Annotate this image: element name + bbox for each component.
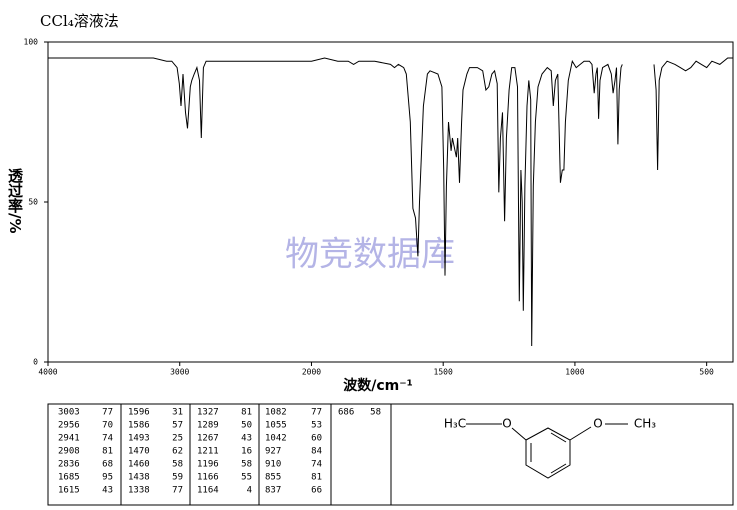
peak-wavenumber: 1460 <box>128 460 150 470</box>
peak-intensity: 25 <box>172 434 183 444</box>
peak-wavenumber: 1055 <box>265 421 287 431</box>
peak-wavenumber: 855 <box>265 473 281 483</box>
peak-intensity: 74 <box>311 460 322 470</box>
peak-intensity: 57 <box>172 421 183 431</box>
atom-label: O <box>502 417 511 431</box>
plot-frame <box>47 41 734 363</box>
x-tick-label: 2000 <box>302 368 321 377</box>
peak-intensity: 84 <box>311 447 322 457</box>
molecule-bonds <box>466 423 628 479</box>
peak-wavenumber: 1685 <box>58 473 80 483</box>
peak-intensity: 58 <box>241 460 252 470</box>
peak-wavenumber: 927 <box>265 447 281 457</box>
peak-wavenumber: 1586 <box>128 421 150 431</box>
peak-intensity: 68 <box>102 460 113 470</box>
peak-intensity: 59 <box>172 473 183 483</box>
peak-intensity: 60 <box>311 434 322 444</box>
table-dividers <box>120 404 392 505</box>
peak-intensity: 77 <box>172 486 183 496</box>
y-tick-label: 50 <box>28 198 38 207</box>
peak-intensity: 43 <box>241 434 252 444</box>
peak-intensity: 4 <box>247 486 252 496</box>
peak-wavenumber: 2836 <box>58 460 80 470</box>
x-axis-label: 波数/cm⁻¹ <box>343 377 413 394</box>
peak-intensity: 50 <box>241 421 252 431</box>
peak-intensity: 31 <box>172 408 183 418</box>
peak-intensity: 81 <box>241 408 252 418</box>
peak-wavenumber: 1164 <box>197 486 219 496</box>
peak-wavenumber: 2941 <box>58 434 80 444</box>
atom-label: H₃C <box>444 417 466 431</box>
peak-wavenumber: 2908 <box>58 447 80 457</box>
peak-intensity: 66 <box>311 486 322 496</box>
peak-wavenumber: 1470 <box>128 447 150 457</box>
peak-wavenumber: 1267 <box>197 434 219 444</box>
peak-intensity: 55 <box>241 473 252 483</box>
peak-intensity: 70 <box>102 421 113 431</box>
x-tick-label: 500 <box>699 368 714 377</box>
atom-label: O <box>593 417 602 431</box>
x-tick-label: 4000 <box>38 368 57 377</box>
peak-wavenumber: 3003 <box>58 408 80 418</box>
peak-wavenumber: 837 <box>265 486 281 496</box>
peak-wavenumber: 1493 <box>128 434 150 444</box>
peak-wavenumber: 1196 <box>197 460 219 470</box>
watermark: 物竞数据库 <box>285 235 455 275</box>
x-tick-label: 3000 <box>170 368 189 377</box>
y-tick-label: 100 <box>24 38 39 47</box>
peak-wavenumber: 1338 <box>128 486 150 496</box>
peak-wavenumber: 1615 <box>58 486 80 496</box>
chart-title: CCl₄溶液法 <box>40 12 119 30</box>
x-tick-label: 1500 <box>434 368 453 377</box>
x-tick-label: 1000 <box>565 368 584 377</box>
peak-intensity: 77 <box>102 408 113 418</box>
peak-intensity: 95 <box>102 473 113 483</box>
peak-intensity: 53 <box>311 421 322 431</box>
peak-intensity: 58 <box>172 460 183 470</box>
peak-wavenumber: 1042 <box>265 434 287 444</box>
peak-wavenumber: 1596 <box>128 408 150 418</box>
peak-intensity: 43 <box>102 486 113 496</box>
y-axis-label: 透过率/% <box>6 168 24 234</box>
peak-wavenumber: 1289 <box>197 421 219 431</box>
peak-intensity: 81 <box>311 473 322 483</box>
peak-wavenumber: 2956 <box>58 421 80 431</box>
atom-label: CH₃ <box>634 417 656 431</box>
peak-wavenumber: 1082 <box>265 408 287 418</box>
peak-intensity: 58 <box>370 408 381 418</box>
peak-wavenumber: 1166 <box>197 473 219 483</box>
peak-intensity: 77 <box>311 408 322 418</box>
y-tick-label: 0 <box>33 358 38 367</box>
peak-wavenumber: 686 <box>338 408 354 418</box>
spectrum-line <box>48 57 733 347</box>
peak-intensity: 74 <box>102 434 113 444</box>
peak-wavenumber: 1327 <box>197 408 219 418</box>
peak-wavenumber: 1438 <box>128 473 150 483</box>
peak-intensity: 62 <box>172 447 183 457</box>
peak-wavenumber: 910 <box>265 460 281 470</box>
peak-intensity: 81 <box>102 447 113 457</box>
peak-wavenumber: 1211 <box>197 447 219 457</box>
peak-intensity: 16 <box>241 447 252 457</box>
